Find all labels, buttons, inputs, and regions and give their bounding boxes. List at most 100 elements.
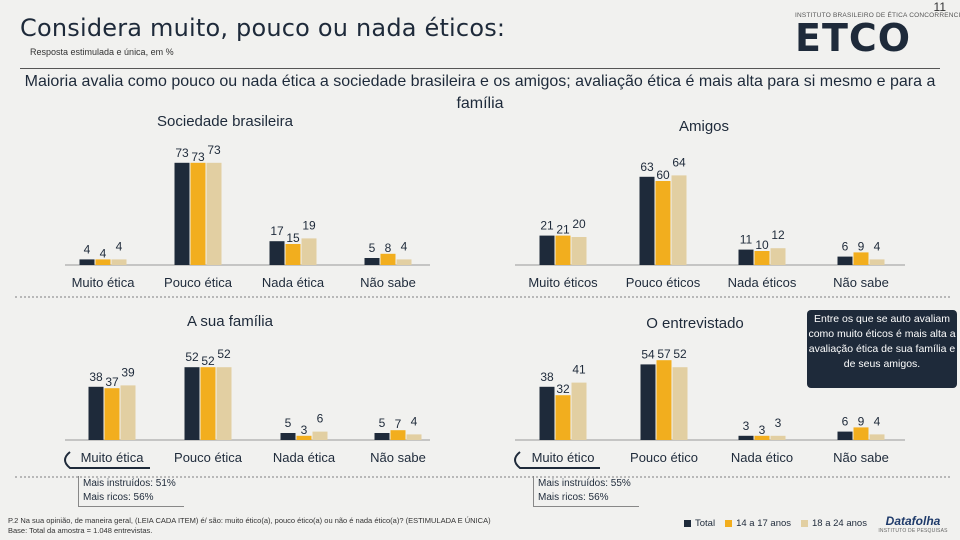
chart-title-amigos: Amigos: [679, 118, 729, 135]
category-label-amigos-0: Muito éticos: [528, 275, 598, 290]
value-label-entrevistado-0-2: 41: [572, 363, 586, 377]
datafolha-tagline: INSTITUTO DE PESQUISAS: [878, 528, 948, 534]
bar-sociedade-3-1: [380, 253, 396, 265]
value-label-sociedade-3-1: 8: [385, 241, 392, 255]
bar-amigos-0-1: [555, 235, 571, 265]
bar-sociedade-0-1: [95, 259, 111, 265]
bar-familia-2-2: [312, 431, 328, 440]
value-label-sociedade-3-2: 4: [401, 239, 408, 253]
value-label-familia-3-1: 7: [395, 417, 402, 431]
bar-entrevistado-2-0: [738, 435, 754, 440]
legend-label-14-17: 14 a 17 anos: [736, 518, 792, 529]
legend-swatch-14-17: [725, 520, 733, 527]
bar-familia-1-1: [200, 367, 216, 440]
value-label-amigos-0-2: 20: [572, 217, 586, 231]
category-label-familia-0: Muito ética: [81, 450, 145, 465]
bar-entrevistado-1-1: [656, 360, 672, 440]
value-label-amigos-2-2: 12: [771, 228, 785, 242]
bar-sociedade-2-1: [285, 244, 301, 265]
category-label-sociedade-0: Muito ética: [72, 275, 136, 290]
bar-entrevistado-0-2: [571, 382, 587, 440]
value-label-amigos-0-1: 21: [556, 223, 570, 237]
callout-box: Entre os que se auto avaliam como muito …: [807, 310, 957, 388]
value-label-amigos-1-2: 64: [672, 155, 686, 169]
value-label-entrevistado-3-0: 6: [842, 415, 849, 429]
bar-amigos-2-1: [754, 251, 770, 265]
value-label-sociedade-1-2: 73: [207, 143, 221, 157]
value-label-amigos-0-0: 21: [540, 219, 554, 233]
bar-entrevistado-0-0: [539, 386, 555, 440]
value-label-entrevistado-0-1: 32: [556, 382, 570, 396]
bar-amigos-1-1: [655, 181, 671, 265]
bar-amigos-3-1: [853, 252, 869, 265]
bar-sociedade-3-0: [364, 258, 380, 265]
etco-logo: INSTITUTO BRASILEIRO DE ÉTICA CONCORRENC…: [795, 12, 960, 62]
page-title: Considera muito, pouco ou nada éticos:: [20, 14, 506, 42]
value-label-amigos-3-0: 6: [842, 240, 849, 254]
value-label-familia-3-0: 5: [379, 416, 386, 430]
bar-amigos-3-0: [837, 256, 853, 265]
bar-entrevistado-3-2: [869, 434, 885, 440]
bar-entrevistado-2-1: [754, 435, 770, 440]
highlight-bracket-familia: [64, 451, 150, 469]
note-entrevistado-line-2: Mais ricos: 56%: [538, 492, 609, 503]
value-label-sociedade-0-2: 4: [116, 239, 123, 253]
category-label-entrevistado-1: Pouco ético: [630, 450, 698, 465]
bar-familia-2-1: [296, 435, 312, 440]
category-label-amigos-3: Não sabe: [833, 275, 889, 290]
bar-entrevistado-3-1: [853, 427, 869, 440]
value-label-entrevistado-3-1: 9: [858, 414, 865, 428]
bar-sociedade-2-2: [301, 238, 317, 265]
chart-title-familia: A sua família: [187, 313, 274, 330]
category-label-entrevistado-2: Nada ético: [731, 450, 793, 465]
value-label-familia-1-0: 52: [185, 350, 199, 364]
footnote-question: P.2 Na sua opinião, de maneira geral, (L…: [8, 516, 491, 525]
bar-entrevistado-0-1: [555, 395, 571, 440]
legend-swatch-18-24: [801, 520, 809, 527]
bar-amigos-3-2: [869, 259, 885, 265]
legend-label-total: Total: [695, 518, 716, 529]
note-familia-line-1: Mais instruídos: 51%: [83, 478, 176, 489]
bar-sociedade-3-2: [396, 259, 412, 265]
footnote-base: Base: Total da amostra = 1.048 entrevist…: [8, 526, 153, 535]
highlight-bracket-entrevistado: [514, 451, 600, 469]
legend-label-18-24: 18 a 24 anos: [812, 518, 867, 529]
bar-amigos-1-0: [639, 176, 655, 265]
category-label-sociedade-2: Nada ética: [262, 275, 325, 290]
bar-amigos-2-2: [770, 248, 786, 265]
category-label-amigos-2: Nada éticos: [728, 275, 797, 290]
legend-swatch-total: [684, 520, 691, 527]
value-label-entrevistado-2-2: 3: [775, 416, 782, 430]
value-label-sociedade-0-1: 4: [100, 246, 107, 260]
bar-sociedade-2-0: [269, 241, 285, 265]
value-label-amigos-1-1: 60: [656, 168, 670, 182]
value-label-entrevistado-0-0: 38: [540, 370, 554, 384]
value-label-familia-1-1: 52: [201, 354, 215, 368]
header-rule: [20, 68, 940, 69]
category-label-sociedade-3: Não sabe: [360, 275, 416, 290]
bar-sociedade-1-1: [190, 162, 206, 265]
bar-sociedade-0-0: [79, 259, 95, 265]
bar-entrevistado-2-2: [770, 435, 786, 440]
bar-entrevistado-1-0: [640, 364, 656, 440]
headline: Maioria avalia como pouco ou nada ética …: [24, 73, 936, 112]
page-subtitle: Resposta estimulada e única, em %: [30, 47, 174, 57]
value-label-familia-1-2: 52: [217, 347, 231, 361]
chart-title-sociedade: Sociedade brasileira: [157, 113, 294, 130]
bar-familia-3-1: [390, 430, 406, 440]
value-label-familia-0-2: 39: [121, 365, 135, 379]
value-label-familia-0-0: 38: [89, 370, 103, 384]
category-label-entrevistado-0: Muito ético: [532, 450, 595, 465]
bar-familia-1-2: [216, 367, 232, 440]
bar-entrevistado-1-2: [672, 367, 688, 440]
footnote: P.2 Na sua opinião, de maneira geral, (L…: [8, 516, 648, 536]
bar-familia-0-1: [104, 388, 120, 440]
value-label-sociedade-1-0: 73: [175, 146, 189, 160]
value-label-amigos-3-1: 9: [858, 239, 865, 253]
row-divider-bottom: [15, 476, 950, 478]
value-label-amigos-1-0: 63: [640, 160, 654, 174]
category-label-familia-3: Não sabe: [370, 450, 426, 465]
category-label-entrevistado-3: Não sabe: [833, 450, 889, 465]
category-label-familia-1: Pouco ética: [174, 450, 243, 465]
bar-familia-3-2: [406, 434, 422, 440]
